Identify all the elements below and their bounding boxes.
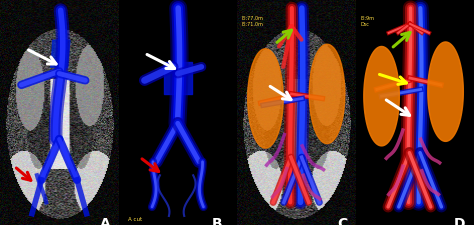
Text: B: B: [212, 216, 223, 225]
Text: C: C: [337, 216, 347, 225]
Polygon shape: [248, 50, 283, 148]
Text: El:9m
Dsc: El:9m Dsc: [360, 16, 374, 27]
Text: A: A: [100, 216, 110, 225]
Polygon shape: [310, 45, 345, 144]
Text: A cut: A cut: [128, 216, 142, 221]
Text: D: D: [454, 216, 465, 225]
Polygon shape: [364, 47, 399, 146]
Text: El:77,0m
El:71,0m: El:77,0m El:71,0m: [242, 16, 264, 27]
Polygon shape: [428, 43, 464, 142]
